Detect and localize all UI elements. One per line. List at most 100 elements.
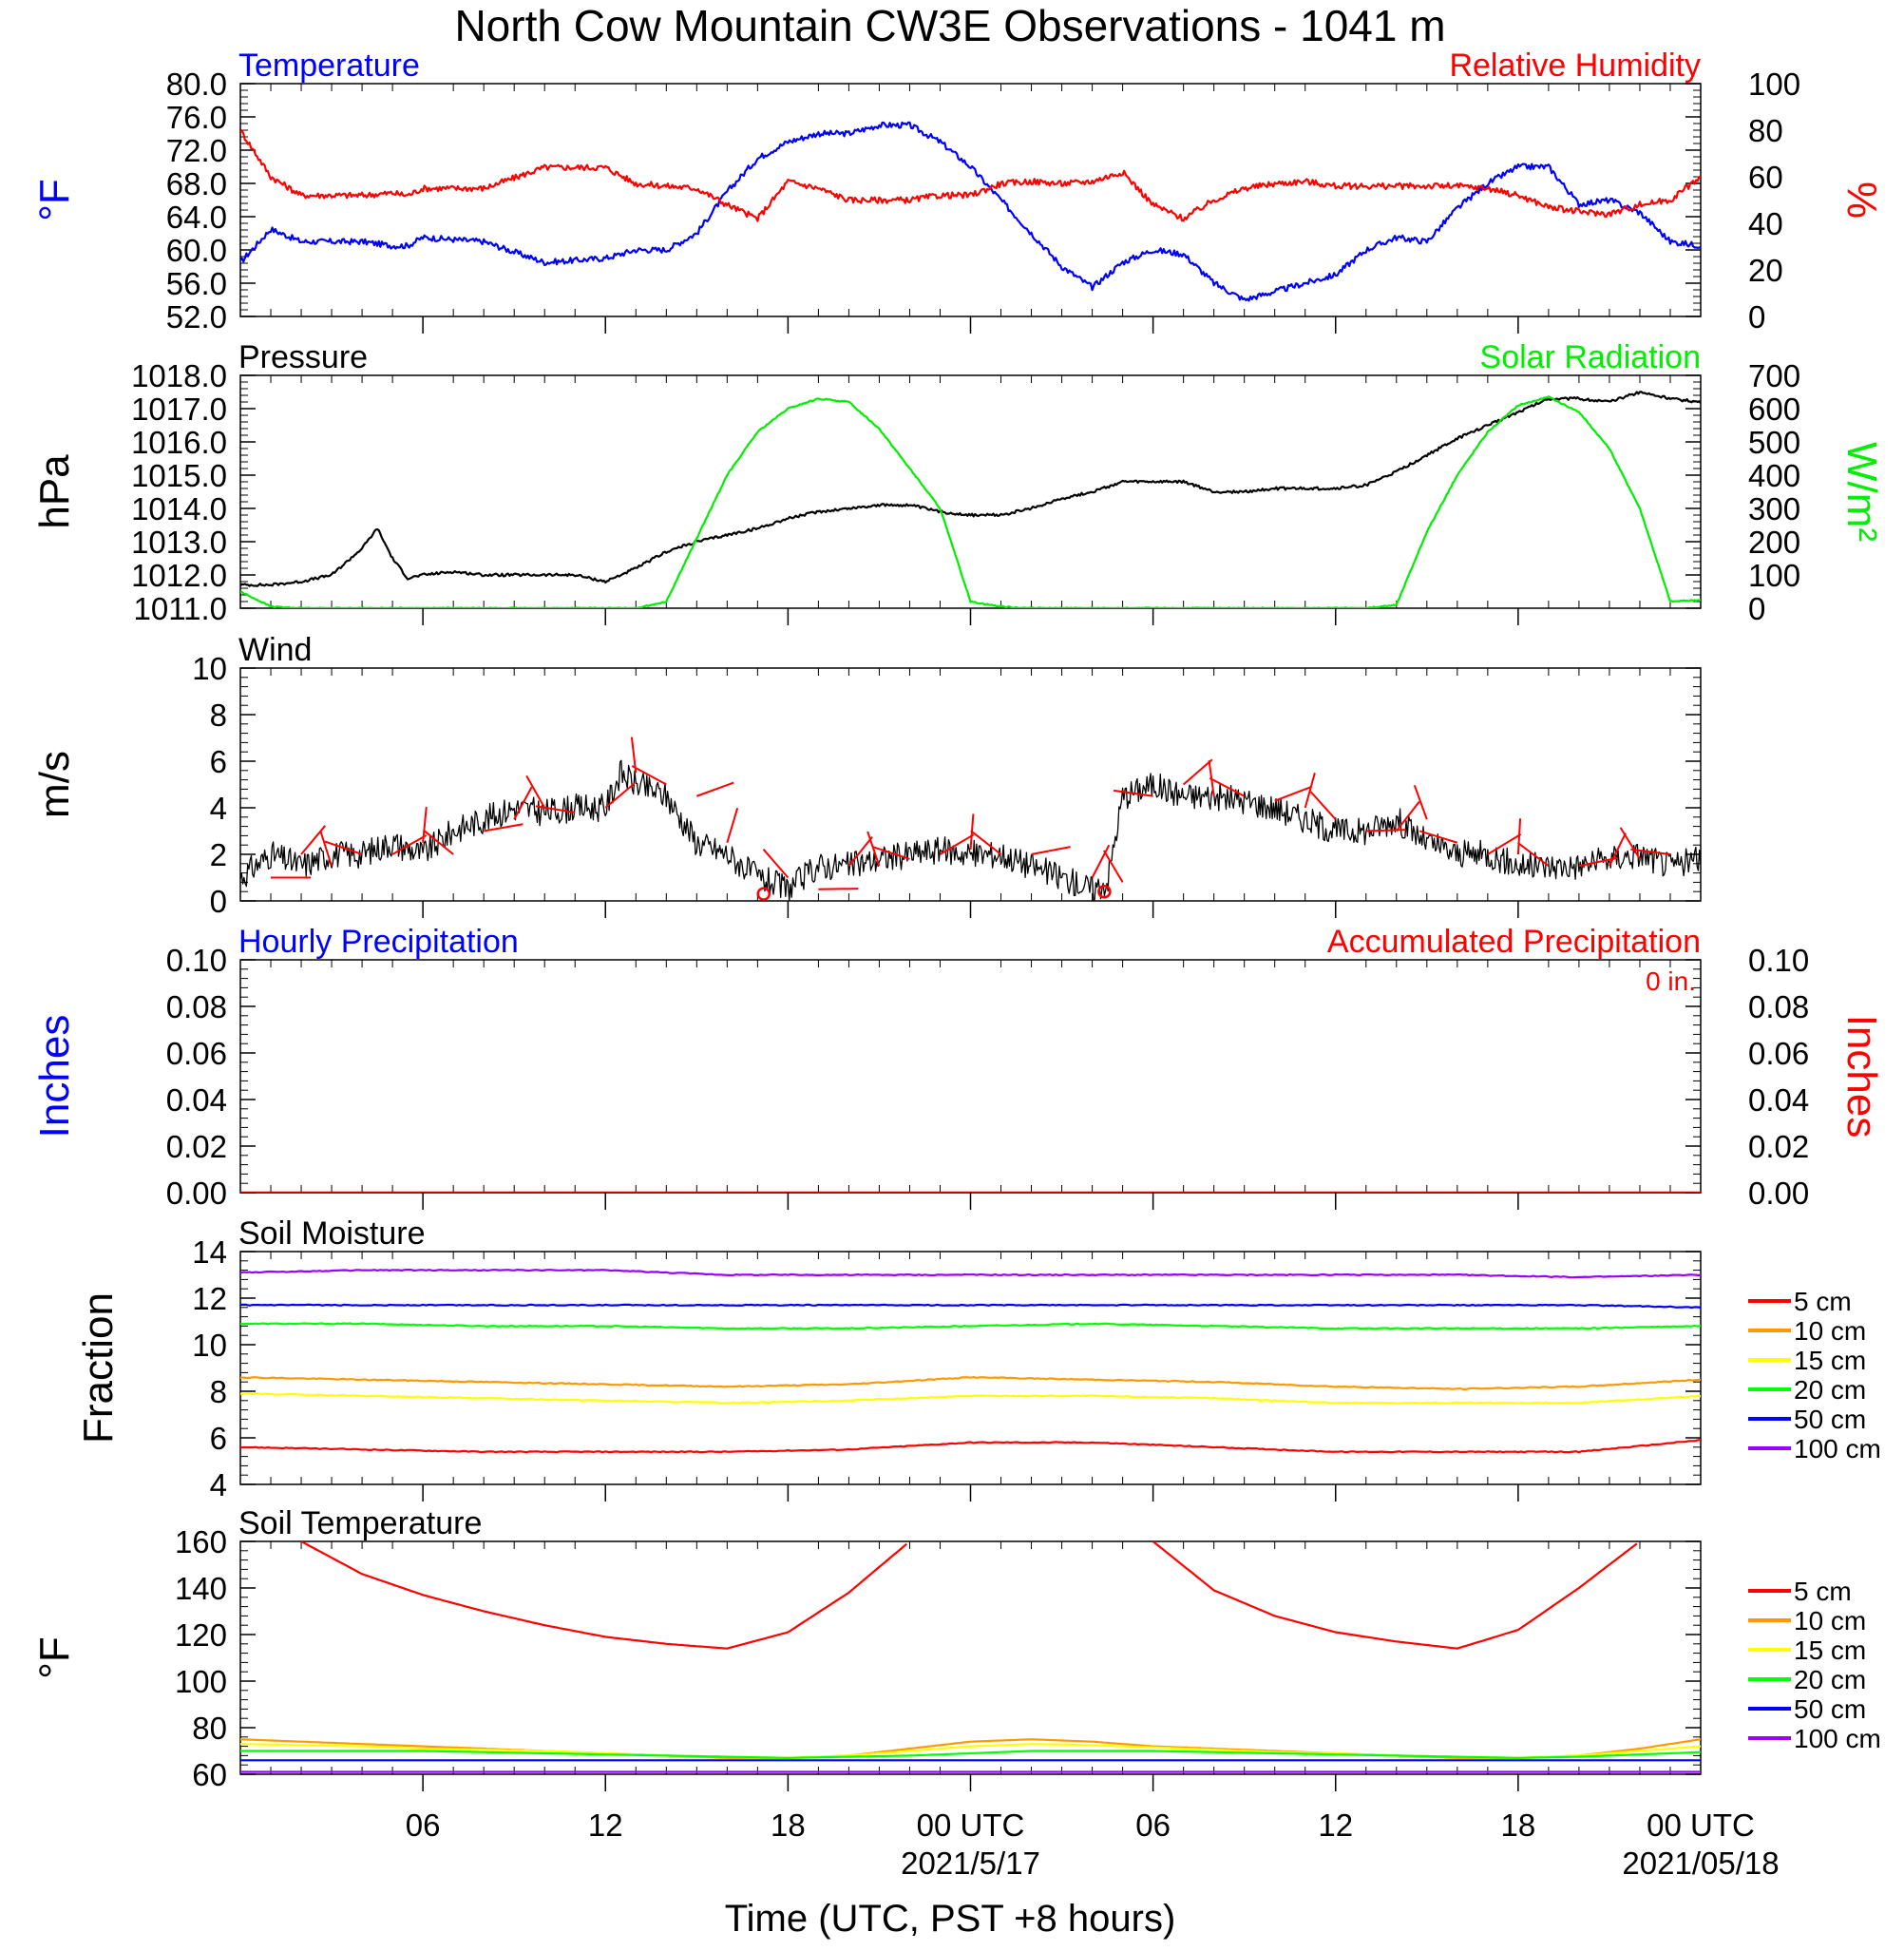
- plot-frame: [239, 959, 1702, 1194]
- series-line-relative-humidity: [240, 129, 1701, 222]
- x-date-label: 2021/05/18: [1622, 1846, 1779, 1881]
- wind-barb: [483, 823, 524, 832]
- y-right-tick-label: 0.06: [1748, 1036, 1809, 1071]
- legend-label: 100 cm: [1794, 1434, 1881, 1463]
- series-line-15-cm: [240, 1392, 1701, 1405]
- y-tick-label: 8: [210, 1374, 227, 1409]
- series-line-wind-speed: [240, 759, 1701, 901]
- panel-title-left: Soil Moisture: [238, 1215, 426, 1252]
- y-tick-label: 1018.0: [131, 358, 227, 393]
- legend-label: 5 cm: [1794, 1287, 1852, 1316]
- wind-barb: [866, 831, 881, 867]
- series-line-20-cm: [240, 1322, 1701, 1330]
- y-tick-label: 0.08: [166, 989, 227, 1024]
- series-line-temperature: [240, 121, 1701, 302]
- y-axis-label-left: hPa: [31, 454, 78, 529]
- series-line-5-cm: [300, 1541, 1638, 1650]
- y-right-tick-label: 0: [1748, 299, 1765, 335]
- y-tick-label: 76.0: [166, 100, 227, 135]
- wind-barb: [1274, 785, 1312, 802]
- wind-barb: [1031, 846, 1071, 855]
- series-line-10-cm: [240, 1738, 1701, 1759]
- y-tick-label: 1016.0: [131, 425, 227, 460]
- x-tick-label: 06: [1135, 1808, 1171, 1843]
- x-tick-label: 18: [1501, 1808, 1536, 1843]
- wind-barb: [300, 825, 327, 855]
- y-tick-label: 12: [192, 1281, 227, 1316]
- y-right-tick-label: 60: [1748, 160, 1783, 195]
- plot-frame: [239, 1251, 1702, 1485]
- plot-frame: [239, 667, 1702, 902]
- x-date-label: 2021/5/17: [901, 1846, 1040, 1881]
- y-right-tick-label: 40: [1748, 206, 1783, 241]
- wind-barb: [1209, 776, 1246, 797]
- legend-label: 50 cm: [1794, 1405, 1866, 1434]
- y-tick-label: 6: [210, 1421, 227, 1456]
- y-right-tick-label: 600: [1748, 392, 1800, 427]
- wind-barb: [871, 846, 910, 860]
- y-axis-label-left: m/s: [31, 751, 78, 818]
- x-tick-label: 00 UTC: [917, 1808, 1025, 1843]
- y-axis-label-left: °F: [31, 179, 78, 220]
- wind-barb: [422, 806, 428, 843]
- wind-barb: [513, 786, 533, 820]
- wind-barb: [1304, 773, 1316, 809]
- y-tick-label: 0: [210, 884, 227, 919]
- chart-panels: 80.076.072.068.064.060.056.052.010080604…: [31, 48, 1885, 1792]
- wind-barb: [1114, 789, 1153, 797]
- y-right-tick-label: 100: [1748, 558, 1800, 593]
- y-tick-label: 1017.0: [131, 392, 227, 427]
- wind-barb: [1365, 829, 1406, 832]
- y-right-tick-label: 200: [1748, 525, 1800, 560]
- wind-barb: [970, 830, 1002, 855]
- wind-panel: 10 8 6 4 2 0 Wind m/s: [31, 632, 1702, 919]
- accumulated-total: 0 in.: [1646, 966, 1696, 996]
- y-tick-label: 52.0: [166, 299, 227, 335]
- wind-barb: [319, 831, 333, 867]
- y-axis-label-right: W/m²: [1838, 442, 1885, 542]
- x-tick-label: 12: [588, 1808, 623, 1843]
- y-right-tick-label: 0: [1748, 591, 1765, 626]
- legend-label: 5 cm: [1794, 1577, 1852, 1606]
- y-right-tick-label: 80: [1748, 113, 1783, 148]
- legend-label: 15 cm: [1794, 1635, 1866, 1665]
- wind-barb: [1619, 827, 1641, 860]
- wind-barb: [847, 836, 873, 867]
- wind-barb: [1413, 784, 1428, 820]
- panel-title-right: Solar Radiation: [1480, 339, 1701, 375]
- legend-label: 20 cm: [1794, 1375, 1866, 1405]
- series-line-100-cm: [240, 1269, 1701, 1279]
- wind-barb: [1517, 842, 1550, 868]
- y-tick-label: 10: [192, 1328, 227, 1363]
- y-right-tick-label: 0.10: [1748, 943, 1809, 978]
- panel-title-left: Temperature: [238, 48, 420, 84]
- series-group: [240, 736, 1701, 901]
- wind-barb: [604, 782, 636, 809]
- wind-barb: [1103, 850, 1124, 883]
- wind-barb: [939, 833, 975, 855]
- y-tick-label: 2: [210, 837, 227, 872]
- wind-barb: [525, 775, 546, 809]
- y-right-tick-label: 700: [1748, 358, 1800, 393]
- y-tick-label: 0.10: [166, 943, 227, 978]
- panel-title-right: Relative Humidity: [1449, 48, 1701, 84]
- x-axis-label: Time (UTC, PST +8 hours): [725, 1898, 1176, 1940]
- x-tick-label: 00 UTC: [1647, 1808, 1755, 1843]
- y-axis-label-right: Inches: [1838, 1015, 1885, 1138]
- panel-title-right: Accumulated Precipitation: [1327, 924, 1701, 960]
- y-axis-label-left: Inches: [31, 1015, 78, 1138]
- y-tick-label: 120: [175, 1617, 227, 1653]
- y-tick-label: 56.0: [166, 266, 227, 301]
- y-right-tick-label: 100: [1748, 67, 1800, 102]
- legend-label: 10 cm: [1794, 1606, 1866, 1635]
- y-tick-label: 1015.0: [131, 458, 227, 493]
- y-tick-label: 1011.0: [134, 591, 227, 626]
- legend-label: 100 cm: [1794, 1724, 1881, 1753]
- series-line-20-cm: [240, 1750, 1701, 1759]
- series-line-solar-radiation: [240, 395, 1701, 608]
- wind-barb: [1487, 833, 1522, 855]
- y-right-tick-label: 500: [1748, 425, 1800, 460]
